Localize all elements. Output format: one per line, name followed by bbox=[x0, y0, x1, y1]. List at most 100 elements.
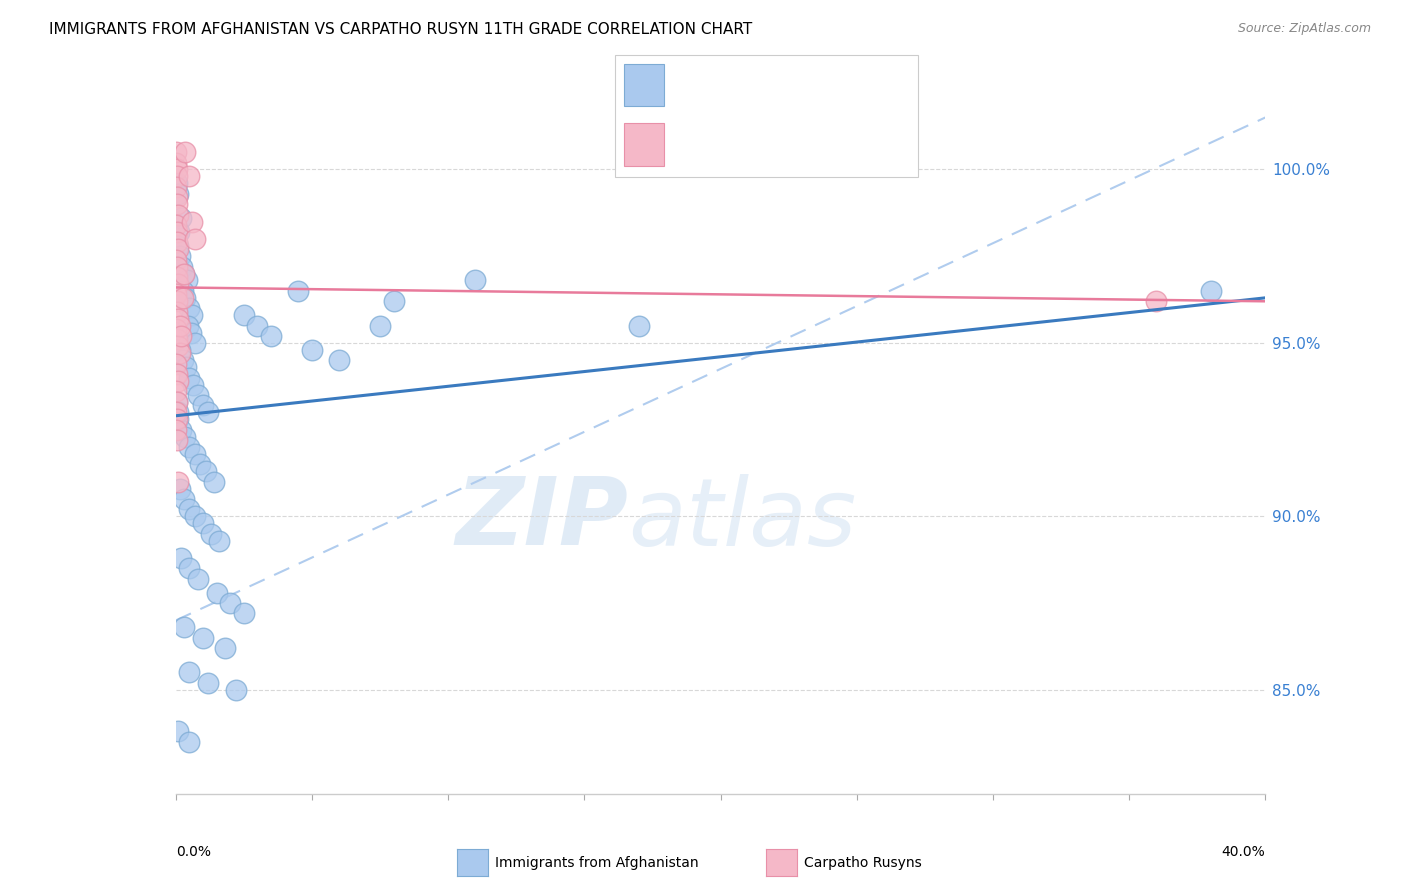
Point bbox=[179, 665, 201, 680]
Point bbox=[166, 395, 188, 409]
Point bbox=[166, 197, 188, 211]
Point bbox=[165, 179, 187, 194]
Point bbox=[170, 329, 193, 343]
Point bbox=[382, 294, 405, 309]
Point bbox=[180, 326, 202, 340]
Point bbox=[225, 682, 247, 697]
Point bbox=[166, 294, 188, 309]
Point bbox=[627, 318, 650, 333]
Point bbox=[173, 267, 195, 281]
Point bbox=[184, 232, 207, 246]
Point bbox=[176, 273, 198, 287]
Text: 40.0%: 40.0% bbox=[1222, 845, 1265, 859]
Point bbox=[166, 225, 188, 239]
Point bbox=[166, 162, 188, 177]
Point bbox=[167, 475, 190, 489]
Point bbox=[172, 284, 194, 298]
Point bbox=[184, 447, 207, 461]
Point bbox=[166, 433, 188, 447]
Point bbox=[179, 502, 201, 516]
FancyBboxPatch shape bbox=[624, 123, 664, 166]
Point bbox=[165, 322, 187, 336]
Point bbox=[167, 186, 190, 201]
Point bbox=[167, 724, 190, 739]
Point bbox=[173, 267, 195, 281]
Point bbox=[166, 235, 188, 250]
Point bbox=[184, 509, 207, 524]
Point bbox=[167, 339, 190, 353]
Text: ZIP: ZIP bbox=[456, 473, 628, 566]
Point bbox=[167, 208, 190, 222]
Point bbox=[181, 308, 204, 322]
Point bbox=[246, 318, 269, 333]
Point bbox=[170, 423, 193, 437]
FancyBboxPatch shape bbox=[624, 63, 664, 106]
Point bbox=[174, 360, 197, 375]
Point bbox=[165, 252, 187, 267]
Text: R =: R = bbox=[683, 77, 718, 95]
Point bbox=[170, 260, 193, 274]
Point bbox=[165, 155, 187, 169]
Point bbox=[179, 301, 201, 316]
Point bbox=[167, 239, 190, 253]
Text: Carpatho Rusyns: Carpatho Rusyns bbox=[804, 855, 922, 870]
Text: IMMIGRANTS FROM AFGHANISTAN VS CARPATHO RUSYN 11TH GRADE CORRELATION CHART: IMMIGRANTS FROM AFGHANISTAN VS CARPATHO … bbox=[49, 22, 752, 37]
Text: 0.135: 0.135 bbox=[748, 77, 810, 95]
Point bbox=[1146, 294, 1168, 309]
Point bbox=[169, 211, 191, 225]
Text: 0.0%: 0.0% bbox=[176, 845, 211, 859]
Point bbox=[368, 318, 391, 333]
Point bbox=[179, 440, 201, 454]
Point bbox=[208, 533, 231, 548]
Point bbox=[197, 676, 219, 690]
Point bbox=[166, 260, 188, 274]
Point bbox=[174, 291, 197, 305]
Point bbox=[167, 412, 190, 426]
Point bbox=[165, 145, 187, 160]
Point bbox=[165, 287, 187, 301]
Point bbox=[166, 333, 188, 347]
Point bbox=[197, 405, 219, 419]
Text: Source: ZipAtlas.com: Source: ZipAtlas.com bbox=[1237, 22, 1371, 36]
Point bbox=[179, 735, 201, 749]
Text: -0.010: -0.010 bbox=[741, 136, 811, 155]
Point bbox=[165, 218, 187, 232]
Point bbox=[167, 374, 190, 388]
Point bbox=[166, 395, 188, 409]
Point bbox=[172, 291, 194, 305]
Point bbox=[179, 370, 201, 384]
Point bbox=[166, 270, 188, 285]
Text: N = 42: N = 42 bbox=[828, 136, 901, 155]
Point bbox=[328, 353, 350, 368]
Point bbox=[166, 177, 188, 191]
Point bbox=[186, 388, 209, 402]
Point bbox=[202, 475, 225, 489]
Point bbox=[166, 169, 188, 184]
Point bbox=[173, 620, 195, 634]
Point bbox=[165, 405, 187, 419]
Point bbox=[169, 249, 191, 263]
Point bbox=[174, 429, 197, 443]
Point bbox=[174, 145, 197, 160]
Point bbox=[186, 572, 209, 586]
Point bbox=[167, 405, 190, 419]
Point bbox=[172, 353, 194, 368]
Point bbox=[170, 551, 193, 566]
Point bbox=[200, 526, 222, 541]
Point bbox=[167, 311, 190, 326]
Point bbox=[232, 308, 254, 322]
Point bbox=[179, 561, 201, 575]
Point bbox=[188, 458, 211, 472]
Point bbox=[169, 343, 191, 357]
Point bbox=[167, 242, 190, 256]
Point bbox=[191, 631, 214, 645]
Point bbox=[166, 412, 188, 426]
Point bbox=[169, 318, 191, 333]
Point bbox=[165, 384, 187, 399]
Point bbox=[287, 284, 309, 298]
Point bbox=[165, 423, 187, 437]
Text: atlas: atlas bbox=[628, 474, 856, 565]
Point bbox=[214, 641, 236, 656]
Point bbox=[194, 464, 217, 478]
Point bbox=[191, 516, 214, 531]
